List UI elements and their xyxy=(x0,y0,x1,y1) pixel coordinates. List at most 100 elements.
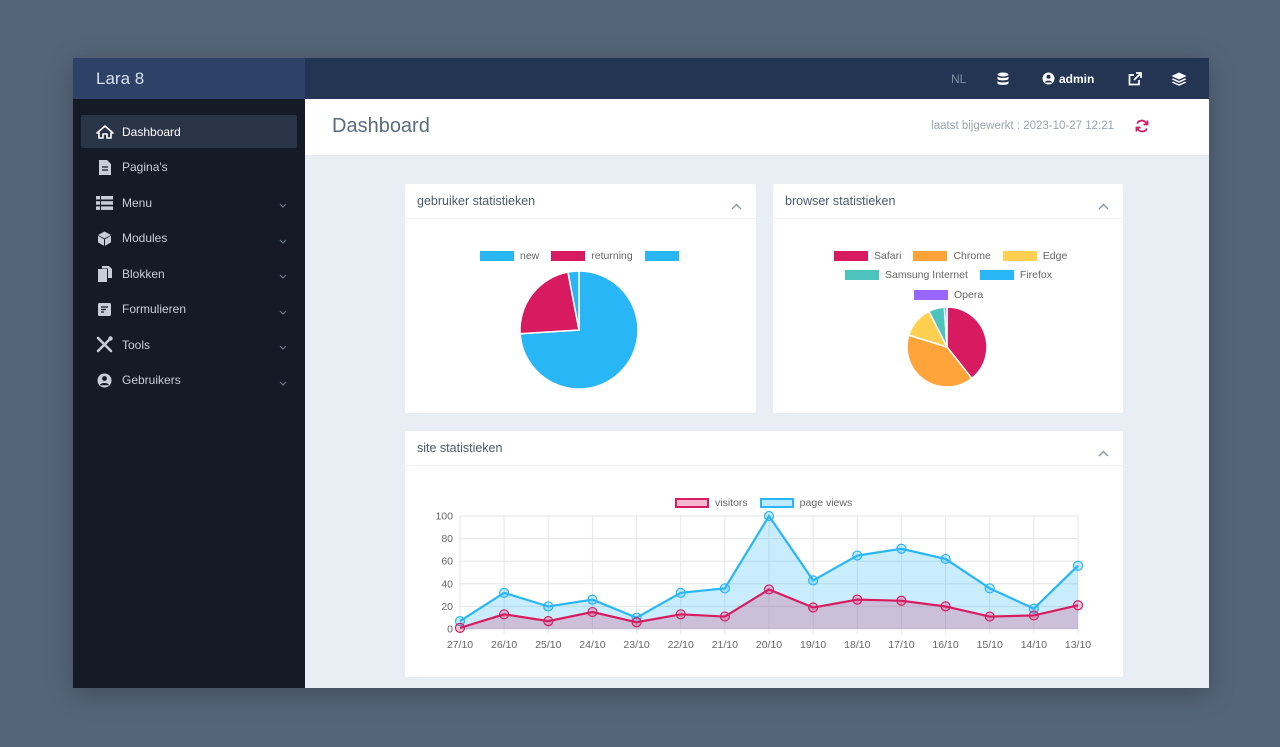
legend-item[interactable]: Edge xyxy=(1002,250,1067,262)
external-link-icon[interactable] xyxy=(1128,58,1142,99)
sidebar-item-formulieren[interactable]: Formulieren xyxy=(81,293,297,326)
sidebar-item-label: Dashboard xyxy=(122,124,181,139)
legend-label: page views xyxy=(799,497,853,509)
series-area xyxy=(460,589,1078,629)
x-tick-label: 21/10 xyxy=(712,639,738,651)
legend-label: returning xyxy=(591,250,633,262)
legend-swatch xyxy=(834,251,868,261)
data-point[interactable] xyxy=(587,594,598,605)
data-point[interactable] xyxy=(852,550,863,561)
data-point[interactable] xyxy=(808,575,819,586)
sidebar-item-tools[interactable]: Tools xyxy=(81,328,297,361)
data-point[interactable] xyxy=(631,617,642,628)
chevron-down-icon xyxy=(279,197,287,211)
legend-swatch xyxy=(480,251,514,261)
data-point[interactable] xyxy=(896,543,907,554)
sidebar-item-menu[interactable]: Menu xyxy=(81,186,297,219)
legend-item[interactable]: Chrome xyxy=(913,250,991,262)
y-tick-label: 20 xyxy=(441,601,453,613)
card-title: browser statistieken xyxy=(785,194,896,208)
browsers-pie-chart xyxy=(906,306,988,388)
chevron-down-icon xyxy=(279,304,287,318)
legend-swatch xyxy=(1002,251,1037,261)
chevron-up-icon[interactable] xyxy=(1098,444,1109,462)
data-point[interactable] xyxy=(808,602,819,613)
user-name: admin xyxy=(1059,71,1095,86)
legend-item[interactable]: returning xyxy=(551,250,633,262)
x-tick-label: 13/10 xyxy=(1065,639,1091,651)
pie-slice[interactable] xyxy=(567,270,580,331)
data-point[interactable] xyxy=(587,606,598,618)
data-point[interactable] xyxy=(763,510,775,522)
legend-item[interactable]: new xyxy=(480,250,539,262)
legend-item[interactable]: visitors xyxy=(675,497,748,509)
sidebar-item-label: Pagina's xyxy=(122,160,168,174)
data-point[interactable] xyxy=(940,601,951,612)
page-header: Dashboard laatst bijgewerkt : 2023-10-27… xyxy=(305,99,1209,155)
pie-slice[interactable] xyxy=(519,271,580,335)
series-line xyxy=(459,513,1079,623)
data-point[interactable] xyxy=(675,609,686,620)
sidebar-item-label: Menu xyxy=(122,195,153,210)
data-point[interactable] xyxy=(984,611,995,622)
pie-slice[interactable] xyxy=(943,306,948,348)
site-line-chart: 0 20 40 60 80 100 27/10 26/10 25/10 24/10 23/10 22/… xyxy=(435,510,1091,652)
legend-label: Firefox xyxy=(1019,269,1052,281)
data-point[interactable] xyxy=(719,583,730,594)
brand-logo[interactable]: Lara 8 xyxy=(73,58,305,99)
database-icon[interactable] xyxy=(997,58,1009,99)
sidebar-item-gebruikers[interactable]: Gebruikers xyxy=(81,364,297,397)
pie-slice[interactable] xyxy=(906,334,973,388)
last-updated-text: laatst bijgewerkt : 2023-10-27 12:21 xyxy=(931,120,1114,132)
sidebar-item-paginas[interactable]: Pagina's xyxy=(81,151,297,184)
legend-item[interactable]: Firefox xyxy=(979,269,1052,281)
legend-item[interactable] xyxy=(644,251,685,261)
data-point[interactable] xyxy=(1072,560,1084,571)
x-tick-label: 18/10 xyxy=(844,639,870,651)
data-point[interactable] xyxy=(1072,600,1084,611)
data-point[interactable] xyxy=(940,553,951,565)
chevron-up-icon[interactable] xyxy=(731,197,742,215)
data-point[interactable] xyxy=(1028,610,1039,621)
card-header: site statistieken xyxy=(405,431,1123,466)
legend-swatch xyxy=(644,251,679,261)
sidebar-item-modules[interactable]: Modules xyxy=(81,222,297,255)
user-menu[interactable]: admin xyxy=(1042,58,1094,99)
data-point[interactable] xyxy=(454,622,466,633)
data-point[interactable] xyxy=(763,584,775,595)
legend-item[interactable]: page views xyxy=(759,497,853,509)
data-point[interactable] xyxy=(896,595,907,606)
data-point[interactable] xyxy=(675,587,686,598)
legend-swatch xyxy=(759,498,794,508)
chevron-up-icon[interactable] xyxy=(1098,197,1109,215)
legend-item[interactable]: Samsung Internet xyxy=(845,269,968,281)
legend-item[interactable]: Safari xyxy=(834,250,901,262)
data-point[interactable] xyxy=(499,587,510,598)
data-point[interactable] xyxy=(719,611,730,622)
layers-icon[interactable] xyxy=(1171,58,1187,99)
legend-item[interactable]: Opera xyxy=(914,289,983,301)
data-point[interactable] xyxy=(984,583,995,594)
x-tick-label: 23/10 xyxy=(623,639,649,651)
pie-slice[interactable] xyxy=(946,306,988,380)
legend-label: visitors xyxy=(715,497,748,509)
legend-label: Opera xyxy=(954,289,984,301)
data-point[interactable] xyxy=(543,601,554,612)
user-stats-card: gebruiker statistieken new returning xyxy=(405,184,756,413)
data-point[interactable] xyxy=(499,609,510,620)
data-point[interactable] xyxy=(543,615,554,627)
sidebar-item-blokken[interactable]: Blokken xyxy=(81,257,297,290)
y-tick-label: 0 xyxy=(447,624,453,636)
language-switch[interactable]: NL xyxy=(951,71,967,86)
sidebar-item-label: Gebruikers xyxy=(122,373,181,387)
app-window: Lara 8 Dashboard Pagina's Menu xyxy=(73,58,1209,688)
y-tick-label: 80 xyxy=(441,533,453,545)
refresh-icon[interactable] xyxy=(1135,119,1149,138)
legend-swatch xyxy=(845,270,879,280)
chevron-down-icon xyxy=(279,233,287,247)
data-point[interactable] xyxy=(852,594,863,605)
user-circle-icon xyxy=(95,371,114,390)
sidebar-item-dashboard[interactable]: Dashboard xyxy=(81,115,297,148)
chart-legend: Opera xyxy=(914,289,995,301)
legend-swatch xyxy=(675,498,709,508)
